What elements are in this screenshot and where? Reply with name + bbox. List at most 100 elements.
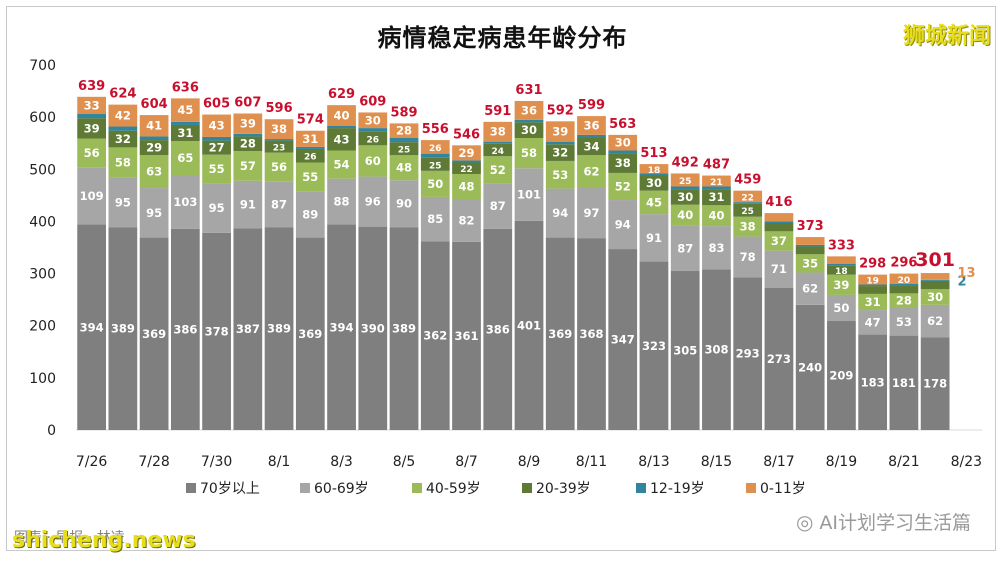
segment-label: 41 (146, 119, 162, 133)
bar-segment (889, 335, 919, 430)
bar-segment (264, 139, 294, 141)
bar-segment (233, 228, 263, 430)
bar-segment (577, 238, 606, 430)
segment-label: 62 (583, 164, 599, 178)
segment-label: 394 (80, 320, 104, 334)
bar-segment (795, 272, 825, 305)
segment-label: 389 (111, 322, 135, 336)
segment-label: 42 (115, 109, 131, 123)
segment-label: 401 (517, 318, 541, 332)
y-tick-label: 600 (29, 110, 56, 126)
segment-label: 30 (927, 290, 943, 304)
bar-segment (108, 227, 138, 430)
bar-segment (139, 237, 169, 430)
segment-label: 21 (710, 178, 723, 188)
bar-segment (702, 175, 731, 187)
bar-segment (764, 250, 794, 288)
bar-segment (295, 146, 325, 149)
segment-label: 22 (460, 165, 473, 175)
total-label: 416 (765, 195, 792, 210)
bar-segment (920, 273, 950, 280)
bar-segment (358, 145, 388, 177)
bar-segment (233, 113, 263, 134)
bar-segment (452, 145, 481, 161)
bar-segment (795, 304, 825, 430)
segment-label: 55 (302, 170, 318, 184)
bar-segment (670, 189, 700, 205)
bar-segment (202, 114, 231, 137)
bar-segment (452, 160, 481, 163)
segment-label: 30 (521, 123, 537, 137)
bar-segment (702, 269, 731, 430)
total-label: 604 (141, 97, 168, 112)
segment-label: 45 (646, 195, 662, 209)
bar-segment (545, 141, 575, 145)
segment-label: 63 (146, 165, 162, 179)
total-label: 607 (234, 95, 261, 110)
bar-segment (202, 183, 231, 233)
segment-label: 53 (896, 315, 912, 329)
segment-label: 39 (240, 117, 256, 131)
segment-label: 39 (552, 124, 568, 138)
segment-label: 53 (552, 168, 568, 182)
segment-label: 31 (708, 190, 724, 204)
bar-segment (827, 321, 856, 430)
legend-label: 70岁以上 (200, 481, 260, 497)
bar-segment (264, 140, 294, 153)
segment-label: 369 (298, 327, 322, 341)
bar-segment (170, 98, 200, 122)
total-label: 599 (578, 98, 605, 113)
bar-segment (264, 181, 294, 228)
segment-label: 28 (896, 294, 912, 308)
bar-segment (670, 225, 700, 271)
segment-label: 91 (240, 197, 256, 211)
bar-segment (389, 155, 419, 181)
bar-segment (483, 141, 513, 144)
segment-label: 95 (209, 201, 225, 215)
bar-segment (77, 167, 106, 225)
bar-segment (514, 122, 544, 138)
bar-segment (139, 140, 169, 156)
bar-segment (608, 134, 638, 151)
bar-segment (170, 121, 200, 125)
legend-swatch (412, 483, 422, 493)
bar-segment (545, 237, 575, 430)
bar-segment (327, 150, 356, 179)
total-label: 605 (203, 97, 230, 112)
bar-segment (639, 261, 669, 430)
x-tick-label: 8/3 (330, 454, 353, 470)
x-tick-label: 8/21 (888, 454, 919, 470)
legend-swatch (300, 483, 310, 493)
segment-label: 38 (271, 122, 287, 136)
y-tick-label: 400 (29, 214, 56, 230)
bar-segment (670, 186, 700, 190)
total-label: 629 (328, 87, 355, 102)
bar-segment (920, 289, 950, 305)
total-label: 592 (547, 103, 574, 118)
bar-segment (639, 175, 669, 191)
bar-segment (108, 177, 138, 228)
wechat-account: ◎ AI计划学习生活篇 (796, 508, 971, 535)
x-tick-label: 8/17 (763, 454, 794, 470)
wechat-account-label: AI计划学习生活篇 (819, 512, 971, 534)
bar-segment (358, 128, 388, 132)
footer-caption: 图表 · 早报 · 林凌 (14, 530, 125, 546)
bar-segment (170, 228, 200, 430)
bar-segment (889, 284, 919, 286)
legend-label: 60-69岁 (314, 481, 369, 497)
legend-swatch (636, 483, 646, 493)
total-label: 492 (672, 155, 699, 170)
total-label: 589 (390, 105, 417, 120)
y-tick-label: 100 (29, 371, 56, 387)
bar-segment (452, 241, 481, 430)
bar-segment (733, 277, 763, 430)
segment-label: 62 (927, 314, 943, 328)
bar-segment (795, 254, 825, 273)
bar-segment (389, 227, 419, 430)
segment-label: 40 (677, 208, 693, 222)
segment-label: 369 (548, 327, 572, 341)
bar-segment (920, 280, 950, 290)
x-tick-label: 8/13 (638, 454, 669, 470)
bar-segment (764, 287, 794, 430)
bar-segment (702, 189, 731, 206)
